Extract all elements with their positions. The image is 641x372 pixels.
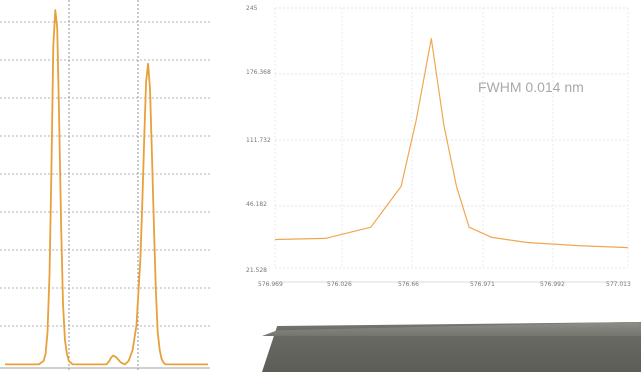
- right-peak-line: [274, 37, 629, 249]
- right-x-tick-label: 576.969: [258, 281, 283, 288]
- right-chart-tick-labels: 21.528 46.182 111.732 176.368 245 576.969 576.…: [246, 5, 631, 288]
- right-chart-series: [274, 37, 629, 249]
- left-chart-series: [4, 9, 209, 366]
- fwhm-annotation: FWHM 0.014 nm: [478, 79, 584, 95]
- right-y-tick-label: 21.528: [246, 267, 267, 274]
- right-y-tick-label: 245: [246, 5, 258, 12]
- right-y-tick-label: 46.182: [246, 201, 267, 208]
- right-chart-grid: [274, 7, 629, 283]
- right-x-tick-label: 577.013: [606, 281, 631, 288]
- left-chart-grid: [0, 0, 210, 372]
- left-chart-background: [0, 0, 210, 372]
- right-y-tick-label: 176.368: [246, 69, 271, 76]
- right-x-tick-label: 576.026: [327, 281, 352, 288]
- right-y-tick-label: 111.732: [246, 137, 271, 144]
- left-spectrum-chart: [0, 0, 210, 372]
- left-spectrum-line: [5, 9, 208, 366]
- right-x-tick-label: 576.66: [398, 281, 419, 288]
- right-x-tick-label: 576.971: [470, 281, 495, 288]
- right-x-tick-label: 576.992: [540, 281, 565, 288]
